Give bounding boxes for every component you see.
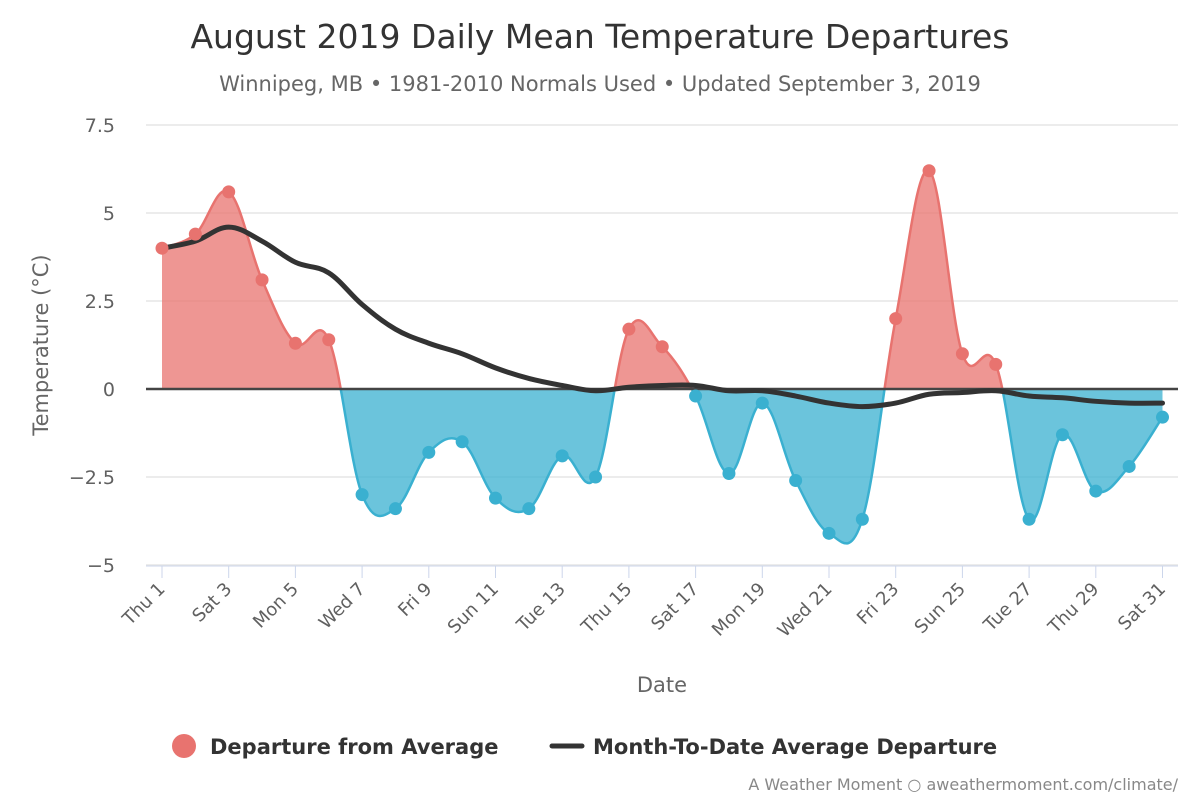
departure-point [288, 336, 302, 350]
y-tick-label: 2.5 [85, 291, 115, 313]
x-tick-label: Sun 11 [444, 579, 503, 638]
credit-url: aweathermoment.com/climate/ [926, 775, 1178, 794]
legend-departure-marker [172, 734, 196, 758]
departure-point [722, 466, 736, 480]
y-tick-label: 0 [103, 379, 115, 401]
departure-point [822, 526, 836, 540]
departure-area [161, 169, 1164, 545]
legend-month-to-date-label: Month-To-Date Average Departure [593, 735, 997, 759]
departure-point [489, 491, 502, 505]
month-to-date-line-layer [159, 224, 1165, 410]
legend-departure-label: Departure from Average [210, 735, 498, 759]
departure-point [1156, 410, 1169, 424]
x-tick-label: Thu 29 [1044, 579, 1104, 639]
departure-point [655, 340, 669, 354]
x-tick-label: Sat 3 [188, 579, 236, 627]
departure-points [155, 164, 1169, 540]
departure-point [1089, 484, 1103, 498]
credit-prefix: A Weather Moment ○ [748, 775, 926, 794]
positive-area-fill [162, 170, 1163, 389]
departure-point [455, 435, 469, 449]
departure-point [755, 396, 769, 410]
departure-point [789, 474, 803, 488]
month-to-date-line [159, 224, 1165, 410]
x-tick-label: Wed 7 [315, 579, 370, 634]
x-tick-label: Tue 13 [512, 579, 570, 637]
departure-point [155, 241, 169, 255]
x-tick-label: Mon 5 [249, 579, 303, 633]
departure-point [255, 273, 269, 287]
y-tick-label: 7.5 [85, 115, 115, 137]
x-tick-label: Sun 25 [911, 579, 970, 638]
y-tick-label: −5 [87, 555, 115, 577]
x-tick-label: Fri 23 [853, 579, 903, 629]
departure-point [422, 445, 436, 459]
x-tick-label: Sat 31 [1114, 579, 1170, 635]
y-tick-label: −2.5 [69, 467, 115, 489]
departure-point [188, 227, 202, 241]
x-tick-label: Tue 27 [979, 579, 1037, 637]
departure-point [388, 502, 402, 516]
x-tick-label: Wed 21 [774, 579, 837, 642]
departure-point [355, 488, 369, 502]
legend-item-departure[interactable]: Departure from Average [172, 734, 498, 759]
departure-point [522, 502, 536, 516]
y-tick-label: 5 [103, 203, 115, 225]
departure-point [589, 470, 603, 484]
legend: Departure from Average Month-To-Date Ave… [172, 734, 997, 759]
x-tick-label: Sat 17 [647, 579, 703, 635]
credit-link[interactable]: A Weather Moment ○ aweathermoment.com/cl… [748, 775, 1178, 794]
x-tick-label: Fri 9 [394, 579, 436, 621]
departure-point [622, 322, 636, 336]
departure-point [1022, 512, 1036, 526]
departure-point [855, 512, 869, 526]
y-axis-tick-labels: 7.5 5 2.5 0 −2.5 −5 [69, 115, 115, 577]
x-axis-title: Date [637, 673, 687, 697]
departure-point [689, 389, 703, 403]
departure-point [322, 333, 336, 347]
grid-lines [146, 124, 1178, 566]
x-tick-label: Mon 19 [708, 579, 770, 641]
y-axis-title: Temperature (°C) [29, 254, 53, 436]
chart-subtitle: Winnipeg, MB • 1981-2010 Normals Used • … [219, 72, 981, 96]
x-tick-label: Thu 1 [118, 579, 170, 631]
departure-point [989, 357, 1003, 371]
chart-title: August 2019 Daily Mean Temperature Depar… [190, 17, 1009, 56]
departure-point [1055, 428, 1069, 442]
departure-point [889, 312, 903, 326]
departure-point [222, 185, 236, 199]
departure-point [922, 164, 936, 178]
x-tick-label: Thu 15 [577, 579, 637, 639]
negative-area-fill [162, 389, 1163, 544]
legend-item-month-to-date[interactable]: Month-To-Date Average Departure [549, 735, 997, 759]
x-axis-tick-labels: Thu 1 Sat 3 Mon 5 Wed 7 Fri 9 Sun 11 Tue 13 Thu… [118, 566, 1170, 642]
departure-point [1122, 459, 1136, 473]
departure-point [555, 449, 569, 463]
departure-point [955, 347, 969, 361]
